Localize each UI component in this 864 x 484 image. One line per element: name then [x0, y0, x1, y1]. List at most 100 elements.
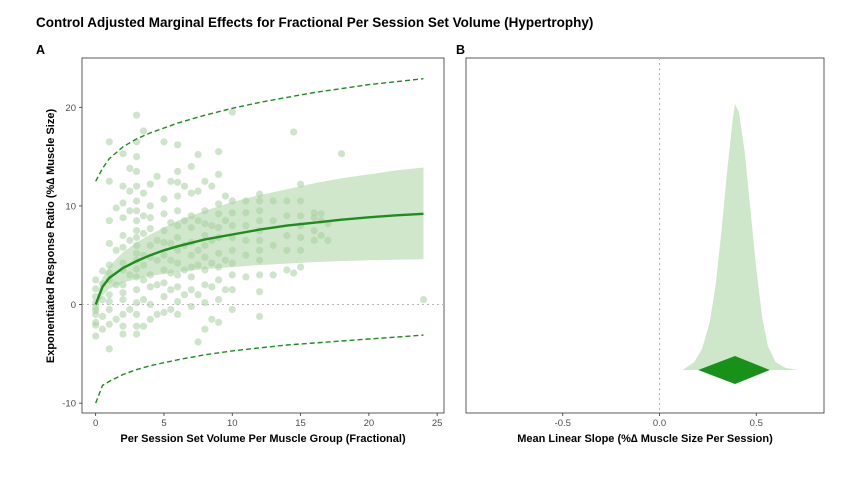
- data-point: [283, 266, 291, 274]
- data-point: [221, 256, 229, 264]
- data-point: [146, 225, 154, 233]
- data-point: [215, 170, 223, 178]
- data-point: [119, 214, 127, 222]
- data-point: [269, 241, 277, 249]
- data-point: [324, 236, 332, 244]
- data-point: [201, 220, 209, 228]
- data-point: [290, 128, 298, 136]
- data-point: [133, 330, 141, 338]
- data-point: [153, 236, 161, 244]
- data-point: [174, 233, 182, 242]
- data-point: [160, 308, 168, 316]
- data-point: [242, 251, 250, 259]
- data-point: [133, 241, 141, 249]
- data-point: [419, 296, 428, 304]
- data-point: [112, 281, 120, 289]
- data-point: [310, 227, 318, 235]
- data-point: [98, 325, 107, 333]
- data-point: [119, 150, 127, 158]
- data-point: [139, 276, 148, 284]
- panel-a-prediction-lower-line: [95, 334, 424, 404]
- data-point: [105, 269, 113, 277]
- data-point: [126, 207, 134, 215]
- data-point: [167, 269, 175, 277]
- data-point: [98, 312, 107, 320]
- data-point: [269, 217, 277, 225]
- data-point: [174, 141, 182, 149]
- data-point: [119, 296, 127, 304]
- data-point: [119, 330, 127, 338]
- data-point: [160, 195, 168, 203]
- data-point: [256, 256, 264, 264]
- data-point: [256, 207, 264, 215]
- data-point: [215, 200, 223, 208]
- data-point: [256, 288, 264, 296]
- panel-b-posterior-density: [682, 104, 799, 370]
- data-point: [174, 178, 182, 186]
- data-point: [180, 217, 189, 225]
- data-point: [194, 217, 202, 225]
- data-point: [187, 273, 195, 281]
- data-point: [133, 299, 141, 307]
- data-point: [201, 207, 209, 215]
- x-tick-label: 10: [227, 418, 238, 429]
- data-point: [228, 305, 236, 314]
- data-point: [194, 338, 202, 346]
- data-point: [119, 322, 127, 330]
- data-point: [146, 241, 154, 249]
- data-point: [146, 271, 154, 279]
- data-point: [174, 246, 182, 254]
- data-point: [133, 227, 141, 235]
- y-tick-label: 10: [65, 201, 76, 212]
- data-point: [201, 253, 209, 261]
- data-point: [215, 296, 223, 304]
- data-point: [126, 236, 134, 244]
- data-point: [208, 315, 216, 323]
- data-point: [112, 315, 120, 323]
- y-tick-label: 20: [65, 103, 76, 114]
- data-point: [208, 283, 216, 291]
- data-point: [133, 217, 141, 225]
- data-point: [228, 259, 236, 267]
- data-point: [201, 231, 209, 240]
- data-point: [317, 210, 325, 218]
- data-point: [153, 281, 161, 289]
- data-point: [228, 197, 236, 205]
- data-point: [105, 320, 113, 328]
- data-point: [126, 305, 134, 314]
- data-point: [98, 296, 107, 304]
- x-tick-label: 0: [93, 418, 98, 429]
- data-point: [180, 291, 189, 299]
- data-point: [92, 332, 100, 340]
- data-point: [160, 138, 168, 146]
- data-point: [310, 209, 318, 217]
- data-point: [256, 312, 264, 320]
- data-point: [242, 236, 250, 244]
- data-point: [174, 271, 182, 279]
- data-point: [126, 271, 134, 279]
- data-point: [310, 236, 318, 244]
- data-point: [228, 286, 236, 294]
- panel-a-y-axis-title: Exponentiated Response Ratio (%∆ Muscle …: [45, 109, 57, 364]
- data-point: [119, 231, 127, 240]
- data-point: [194, 261, 202, 269]
- panel-a: A 0 5 10 15 20 25 -10 0 10 20 Per Session Set Vo…: [36, 43, 445, 445]
- data-point: [194, 187, 202, 195]
- data-point: [105, 217, 113, 225]
- data-point: [256, 271, 264, 279]
- data-point: [283, 197, 291, 205]
- data-point: [221, 286, 229, 294]
- data-point: [256, 190, 264, 198]
- panel-a-x-axis-ticks: 0 5 10 15 20 25: [93, 413, 442, 429]
- data-point: [187, 251, 195, 259]
- x-tick-label: 0.0: [653, 418, 666, 429]
- data-point: [256, 246, 264, 254]
- data-point: [139, 261, 148, 269]
- data-point: [133, 273, 141, 281]
- data-point: [297, 180, 305, 188]
- y-tick-label: -10: [62, 399, 76, 410]
- data-point: [290, 269, 298, 277]
- data-point: [242, 222, 250, 230]
- x-tick-label: 15: [295, 418, 306, 429]
